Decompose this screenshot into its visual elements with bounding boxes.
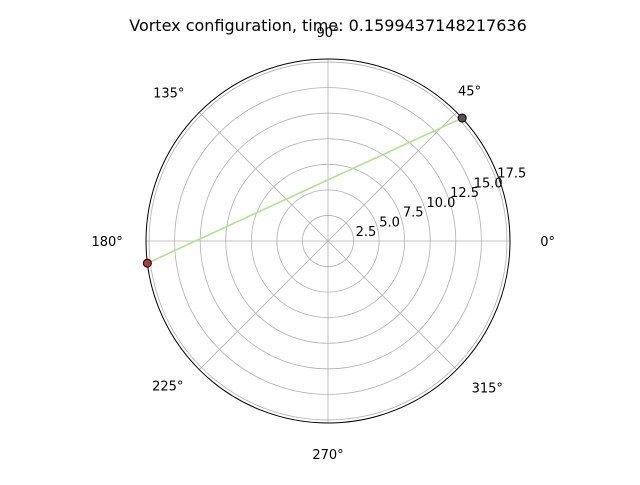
vortex-point: [457, 113, 467, 123]
tick-labels: 0° 45° 90° 135° 180° 225° 270° 315° 2.55.07.510.…: [91, 26, 555, 463]
trajectory-line: [147, 117, 463, 264]
r-gridline: [225, 138, 431, 344]
r-tick-label: 12.5: [450, 186, 479, 201]
r-gridline: [148, 61, 508, 421]
r-tick-label: 10.0: [426, 196, 455, 211]
theta-tick-label: 90°: [316, 26, 339, 41]
theta-tick-label: 45°: [458, 84, 481, 99]
theta-tick-label: 180°: [91, 235, 122, 250]
polar-frame: [145, 58, 511, 424]
theta-tick-label: 0°: [540, 235, 555, 250]
r-gridline: [199, 112, 457, 370]
theta-tick-label: 225°: [152, 380, 183, 395]
theta-gridline: [199, 240, 329, 370]
vortex-point: [142, 258, 152, 268]
r-tick-label: 2.5: [356, 225, 377, 240]
r-tick-label: 7.5: [403, 206, 424, 221]
r-gridline: [250, 163, 406, 319]
theta-tick-label: 135°: [153, 86, 184, 101]
r-tick-label: 15.0: [474, 176, 503, 191]
r-gridline: [276, 189, 380, 293]
theta-gridline: [327, 112, 457, 242]
theta-gridline: [327, 240, 457, 370]
r-gridline: [174, 87, 482, 395]
r-tick-label: 17.5: [497, 167, 526, 182]
chart-title: Vortex configuration, time: 0.1599437148…: [129, 16, 527, 35]
theta-gridline: [199, 112, 329, 242]
polar-grid: [145, 58, 511, 424]
theta-tick-label: 270°: [312, 448, 343, 463]
r-gridline: [302, 215, 354, 267]
data-layer: [142, 113, 467, 268]
theta-tick-label: 315°: [472, 382, 503, 397]
r-tick-label: 5.0: [379, 215, 400, 230]
